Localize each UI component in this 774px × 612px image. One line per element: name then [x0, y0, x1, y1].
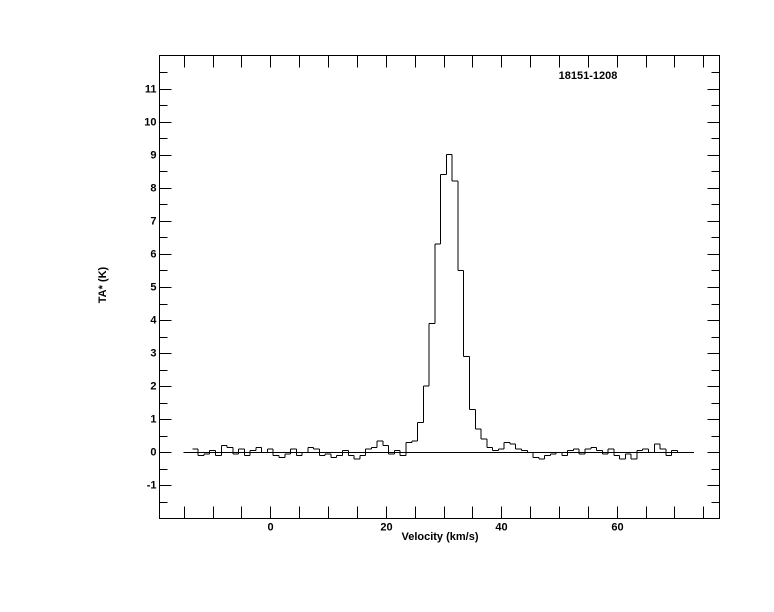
y-tick-label: 10 — [144, 116, 156, 128]
y-tick-label: 5 — [150, 281, 156, 293]
x-tick-label: 60 — [611, 521, 623, 533]
y-tick-label: 9 — [150, 149, 156, 161]
y-tick-label: 3 — [150, 347, 156, 359]
chart-title: 18151-1208 — [559, 70, 618, 82]
y-tick-label: 0 — [150, 446, 156, 458]
x-tick-label: 0 — [267, 521, 273, 533]
y-tick-label: 4 — [150, 314, 157, 326]
y-tick-label: 11 — [145, 83, 157, 95]
y-tick-label: 8 — [150, 182, 156, 194]
y-tick-label: 1 — [150, 413, 156, 425]
x-axis-label: Velocity (km/s) — [401, 531, 478, 543]
y-tick-label: 7 — [150, 215, 156, 227]
y-tick-label: 6 — [150, 248, 156, 260]
x-tick-label: 40 — [495, 521, 507, 533]
y-tick-label: 2 — [150, 380, 156, 392]
y-tick-label: -1 — [147, 479, 157, 491]
y-axis-label: TA* (K) — [97, 266, 109, 303]
x-tick-label: 20 — [380, 521, 392, 533]
